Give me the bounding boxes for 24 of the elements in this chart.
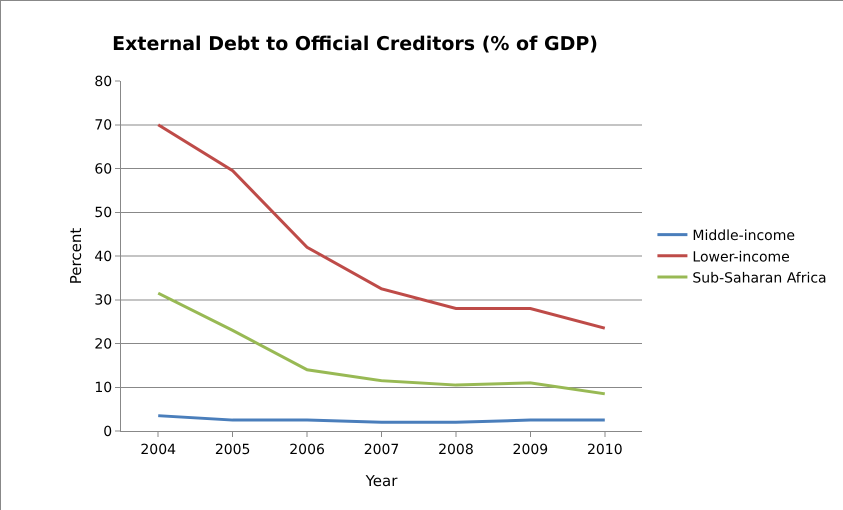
y-tick-label: 50 xyxy=(94,205,112,222)
legend-label: Lower-income xyxy=(692,249,790,266)
y-tick-label: 10 xyxy=(94,380,112,396)
legend-label: Middle-income xyxy=(692,228,795,244)
y-tick-label: 70 xyxy=(94,118,112,134)
x-tick-label: 2008 xyxy=(438,442,474,458)
x-tick-label: 2009 xyxy=(512,442,548,458)
x-tick-label: 2005 xyxy=(214,442,250,458)
x-axis-title: Year xyxy=(364,472,398,490)
line-series xyxy=(156,292,606,396)
x-tick-label: 2006 xyxy=(289,442,325,458)
y-tick-label: 30 xyxy=(94,292,112,309)
y-axis-title: Percent xyxy=(67,228,85,284)
y-tick-label: 20 xyxy=(94,336,112,352)
line-series xyxy=(156,123,606,330)
y-tick-label: 80 xyxy=(94,74,112,90)
x-tick-label: 2004 xyxy=(140,442,176,458)
chart-title: External Debt to Official Creditors (% of GDP) xyxy=(112,33,598,55)
y-tick-label: 60 xyxy=(94,161,112,178)
y-tick-label: 40 xyxy=(94,248,112,265)
y-tick-label: 0 xyxy=(103,424,112,440)
x-tick-label: 2007 xyxy=(364,442,400,458)
legend-label: Sub-Saharan Africa xyxy=(692,270,827,286)
x-tick-label: 2010 xyxy=(586,442,623,458)
